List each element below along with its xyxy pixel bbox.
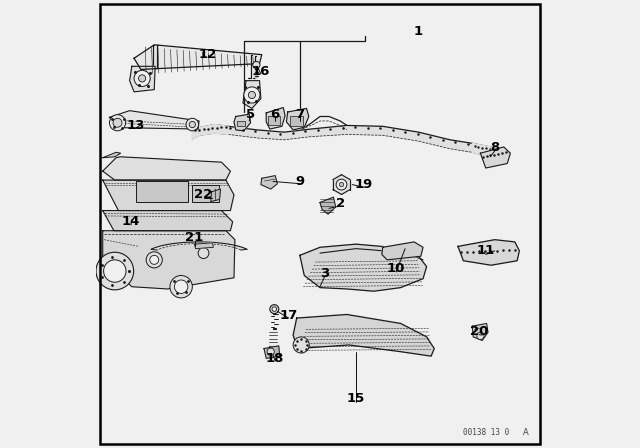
Text: 7: 7 [295, 108, 305, 121]
Circle shape [150, 255, 159, 264]
Bar [237, 121, 245, 126]
Circle shape [174, 280, 188, 293]
Polygon shape [243, 81, 261, 108]
Text: 9: 9 [295, 175, 305, 188]
Circle shape [253, 61, 260, 69]
Text: 5: 5 [246, 108, 255, 121]
Polygon shape [472, 143, 504, 159]
Polygon shape [134, 45, 262, 69]
Polygon shape [320, 197, 336, 214]
Polygon shape [228, 125, 472, 152]
Bar [136, 181, 188, 202]
Text: 17: 17 [280, 309, 298, 323]
Polygon shape [293, 314, 435, 356]
Polygon shape [103, 231, 235, 289]
Circle shape [267, 348, 275, 355]
Polygon shape [103, 211, 233, 231]
Polygon shape [261, 176, 278, 189]
Circle shape [109, 115, 125, 131]
Bar [289, 116, 303, 126]
Circle shape [139, 75, 146, 82]
Text: 11: 11 [477, 244, 495, 258]
Polygon shape [130, 66, 155, 92]
Circle shape [198, 248, 209, 258]
Polygon shape [300, 244, 427, 291]
Circle shape [332, 175, 351, 194]
Polygon shape [109, 111, 199, 129]
Text: 20: 20 [470, 325, 488, 338]
Text: 18: 18 [266, 352, 284, 365]
Circle shape [96, 252, 134, 290]
Polygon shape [264, 346, 280, 358]
Polygon shape [103, 180, 234, 211]
Circle shape [189, 121, 195, 128]
Text: 19: 19 [355, 178, 373, 191]
Text: A: A [524, 428, 529, 437]
Text: 8: 8 [490, 141, 499, 155]
Polygon shape [195, 243, 213, 249]
Circle shape [146, 252, 163, 268]
Polygon shape [234, 114, 251, 131]
Polygon shape [266, 108, 285, 129]
Bar [269, 116, 280, 125]
Circle shape [336, 179, 347, 190]
Text: 14: 14 [122, 215, 140, 228]
Text: 13: 13 [126, 119, 145, 132]
Polygon shape [287, 108, 309, 130]
Polygon shape [151, 242, 247, 250]
Polygon shape [103, 157, 230, 180]
Polygon shape [103, 152, 121, 158]
Polygon shape [211, 189, 221, 202]
Text: 6: 6 [271, 108, 280, 121]
Text: 15: 15 [347, 392, 365, 405]
Text: 00138 13 0: 00138 13 0 [463, 428, 509, 437]
Circle shape [293, 337, 309, 353]
Text: 21: 21 [186, 231, 204, 244]
Polygon shape [382, 242, 423, 260]
Circle shape [134, 70, 150, 86]
Circle shape [186, 118, 198, 131]
Text: 16: 16 [252, 65, 270, 78]
Circle shape [104, 260, 126, 282]
Text: 3: 3 [320, 267, 329, 280]
Polygon shape [192, 125, 228, 139]
Text: 22: 22 [195, 188, 212, 202]
Bar [192, 185, 219, 202]
Circle shape [339, 182, 344, 187]
Text: 2: 2 [335, 197, 345, 211]
Polygon shape [481, 147, 511, 168]
Polygon shape [458, 240, 520, 265]
Circle shape [113, 118, 122, 127]
Text: 12: 12 [199, 48, 217, 61]
Circle shape [270, 305, 279, 314]
Text: 1: 1 [414, 25, 423, 38]
Polygon shape [472, 323, 488, 340]
Text: 10: 10 [387, 262, 405, 276]
Circle shape [170, 276, 192, 298]
Circle shape [248, 91, 255, 99]
Circle shape [244, 87, 260, 103]
Circle shape [272, 307, 276, 311]
Circle shape [477, 332, 484, 340]
